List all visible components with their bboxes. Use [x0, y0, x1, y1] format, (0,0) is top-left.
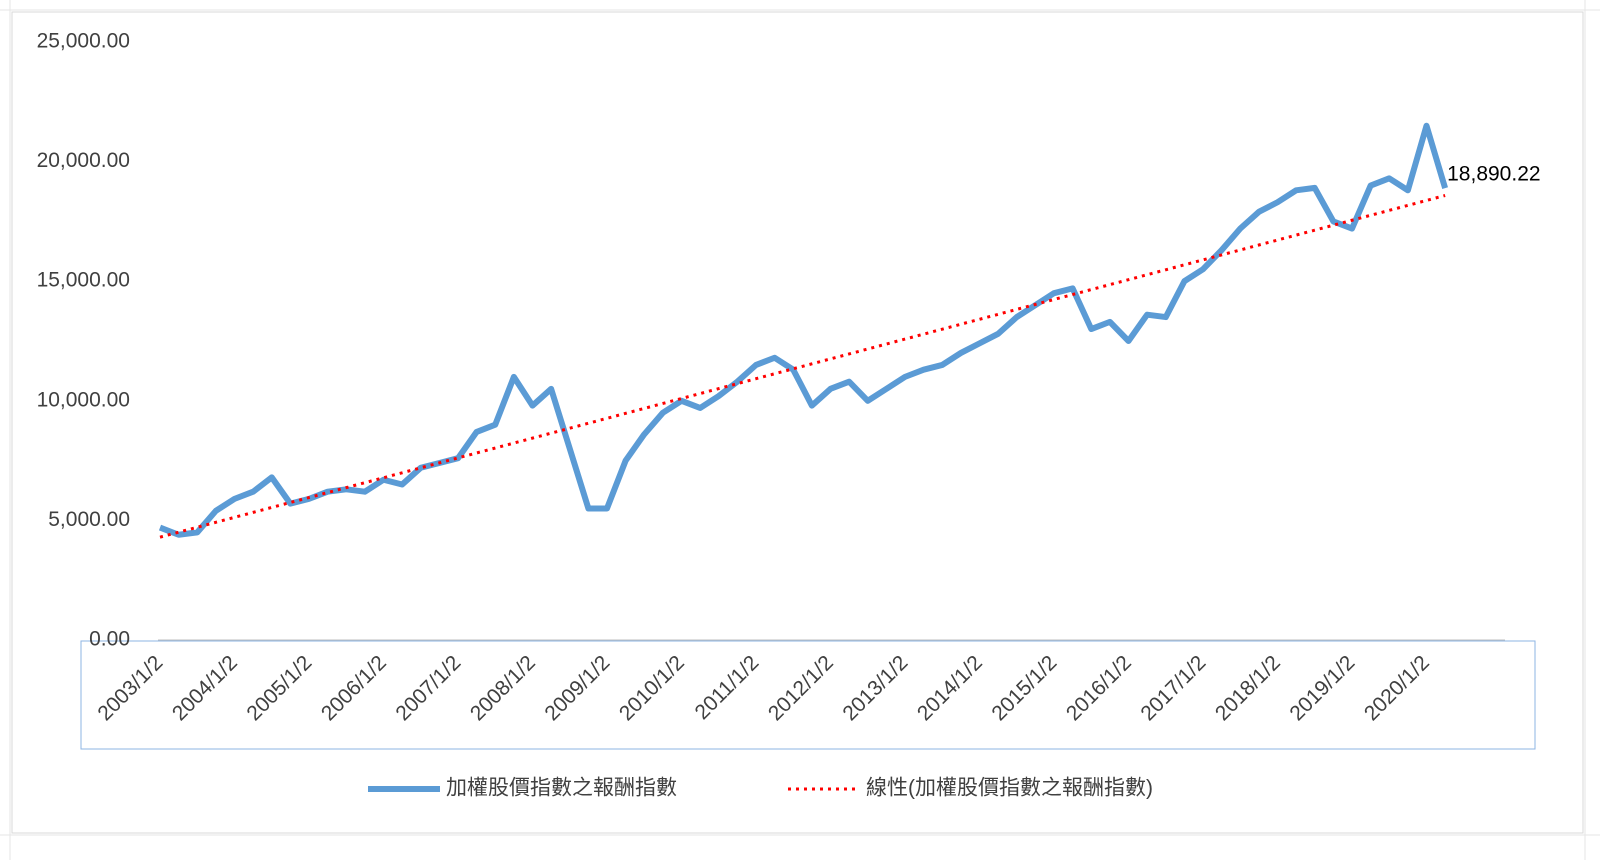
y-tick-label: 0.00: [89, 628, 130, 651]
data-label: 18,890.22: [1447, 163, 1540, 186]
y-tick-label: 20,000.00: [37, 149, 130, 172]
axis-selection: [80, 640, 1536, 750]
y-tick-label: 10,000.00: [37, 388, 130, 411]
chart-area[interactable]: [11, 11, 1584, 834]
series-line: [159, 194, 1446, 539]
legend-label: 線性(加權股價指數之報酬指數): [866, 777, 1153, 800]
series-line: [158, 122, 1449, 538]
legend-label: 加權股價指數之報酬指數: [446, 777, 677, 800]
y-tick-label: 15,000.00: [37, 269, 130, 292]
y-tick-label: 5,000.00: [48, 508, 130, 531]
y-tick-label: 25,000.00: [37, 30, 130, 53]
